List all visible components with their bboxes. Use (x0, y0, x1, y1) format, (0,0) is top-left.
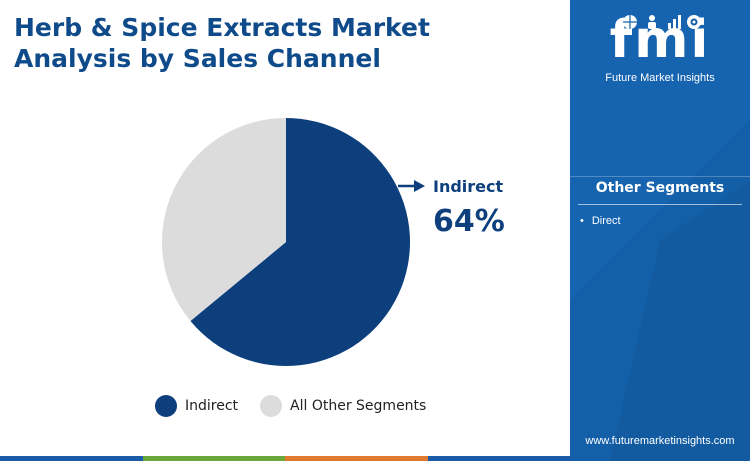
bottom-bar-segment-3 (285, 456, 428, 461)
bottom-bar-segment-2 (142, 456, 285, 461)
title-line-2: Analysis by Sales Channel (14, 44, 381, 73)
person-icon (648, 15, 656, 29)
pie-slice-indirect (190, 118, 411, 367)
fmi-logo[interactable]: fmi Future Market Insights (594, 8, 726, 92)
callout-value: 64% (433, 204, 505, 239)
other-segments-rule (578, 204, 742, 205)
legend-item-other: All Other Segments (260, 395, 426, 417)
title-line-1: Herb & Spice Extracts Market (14, 13, 430, 42)
callout-arrow-icon (398, 180, 425, 192)
pie-slice-all-other-segments (162, 118, 286, 322)
segment-item-direct: Direct (580, 214, 621, 228)
legend-item-indirect: Indirect (155, 395, 238, 417)
bottom-bar-segment-4 (427, 456, 570, 461)
legend-label-indirect: Indirect (185, 398, 239, 414)
target-icon (687, 15, 701, 29)
pie-chart: Indirect 64% (162, 118, 505, 367)
chart-legend: Indirect All Other Segments (155, 395, 448, 417)
legend-swatch-indirect (155, 395, 177, 417)
bottom-color-bar (0, 456, 570, 461)
other-segments-heading: Other Segments (595, 180, 725, 196)
logo-icon-strip (623, 15, 701, 29)
chart-icon (668, 15, 681, 29)
legend-label-other: All Other Segments (290, 398, 427, 414)
other-segments-list: Direct (580, 214, 621, 228)
side-panel: fmi Future Market Insights Othe (570, 0, 750, 461)
callout-label: Indirect (433, 177, 504, 196)
logo-subtitle: Future Market Insights (605, 72, 715, 84)
legend-swatch-other (260, 395, 283, 417)
bottom-bar-segment-1 (0, 456, 143, 461)
page-title: Herb & Spice Extracts Market Analysis by… (14, 12, 534, 74)
website-link[interactable]: www.futuremarketinsights.com (585, 435, 735, 447)
panel-divider (570, 176, 750, 177)
globe-icon (623, 15, 637, 29)
